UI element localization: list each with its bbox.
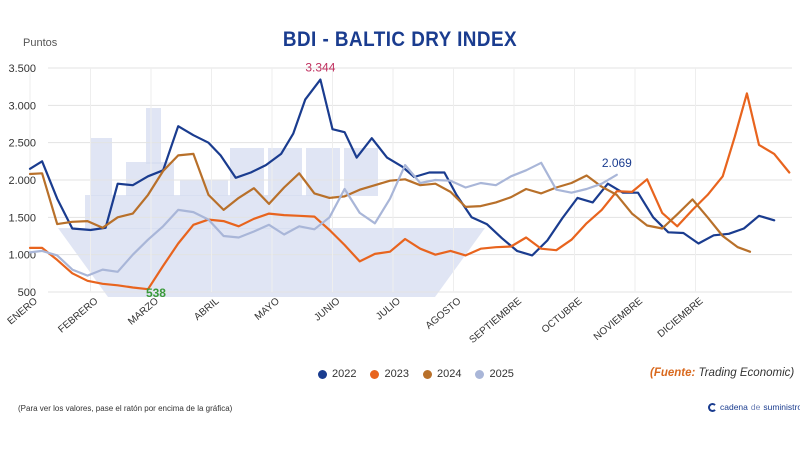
brand-name-a: cadena [720,402,748,412]
x-axis-ticks: ENERO FEBRERO MARZO ABRIL MAYO JUNIO JULIO AGOS… [6,296,706,346]
y-tick-label: 2.000 [8,175,36,187]
x-tick-label: OCTUBRE [540,296,585,336]
brand-name-c: suministro [763,402,800,412]
x-tick-label: AGOSTO [424,296,464,332]
legend-item-2022[interactable]: 2022 [318,368,356,380]
annotation-label: 3.344 [305,61,335,75]
series-line-2023 [28,92,791,291]
chart-title: BDI - BALTIC DRY INDEX [282,28,518,51]
x-tick-label: FEBRERO [56,296,100,336]
x-tick-label: JULIO [374,296,403,323]
legend-item-2025[interactable]: 2025 [475,368,514,380]
ship-funnel [146,108,161,164]
x-tick-label: ENERO [6,296,40,327]
legend-item-2023[interactable]: 2023 [370,368,409,380]
x-tick-label: ABRIL [192,296,222,323]
annotation-label: 538 [146,286,166,300]
legend-label-2022: 2022 [332,368,357,380]
x-tick-label: NOVIEMBRE [592,296,645,343]
y-tick-label: 3.000 [8,100,36,112]
annotation-label: 2.069 [602,156,632,170]
y-tick-label: 3.500 [8,63,36,75]
legend-label-2023: 2023 [384,368,409,380]
brand-logo-icon [708,402,717,412]
legend-label-2024: 2024 [436,368,462,380]
series-lines[interactable] [28,78,791,291]
cargo-ship-watermark [58,108,485,297]
ship-container [230,148,264,196]
x-tick-label: MAYO [253,296,282,323]
y-tick-label: 1.500 [8,212,36,224]
annotations: 3.344 538 2.069 [146,61,632,301]
y-axis-label: Puntos [23,37,58,49]
legend-marker-2025 [475,369,485,379]
series-line-2025 [28,161,618,277]
legend-marker-2024 [422,369,432,379]
hover-hint: (Para ver los valores, pase el ratón por… [18,404,233,413]
series-line-2022 [28,78,776,257]
x-tick-label: JUNIO [312,296,342,324]
legend: 2022 2023 2024 2025 [318,368,514,380]
y-tick-label: 500 [18,287,36,299]
ship-container [268,148,302,196]
ship-container [344,148,378,196]
ship-mast [90,138,112,196]
series-line-2024 [28,152,752,253]
brand-name-b: de [750,402,761,412]
x-tick-label: SEPTIEMBRE [467,296,524,346]
legend-label-2025: 2025 [489,368,514,380]
legend-marker-2023 [370,369,380,379]
source-credit: (Fuente: Trading Economic) [650,367,794,379]
legend-item-2024[interactable]: 2024 [422,368,462,380]
source-text: Trading Economic) [695,367,795,379]
source-prefix: (Fuente: [650,367,696,379]
x-tick-label: MARZO [126,296,161,328]
ship-container [180,180,228,196]
brand-logo[interactable]: cadena de suministro [708,402,800,412]
ship-deck [85,195,330,229]
y-tick-label: 2.500 [8,138,36,150]
x-tick-label: DICIEMBRE [656,296,706,340]
legend-marker-2022 [318,369,327,379]
